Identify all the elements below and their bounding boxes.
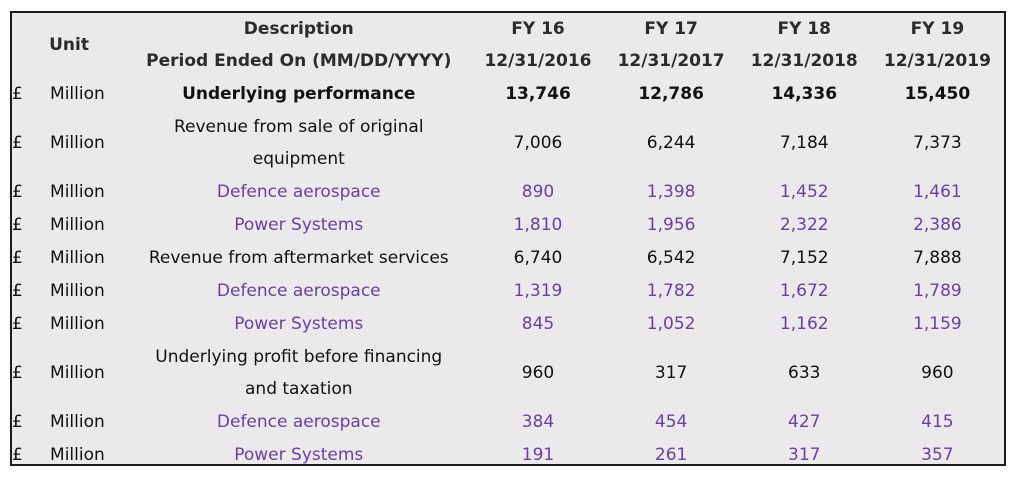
unit-cell: Million: [50, 362, 105, 383]
value-cell: 191: [521, 444, 555, 465]
value-cell: 1,461: [913, 181, 962, 202]
value-cell: 1,782: [646, 280, 696, 301]
table-row: £ Million Underlying profit before finan…: [12, 340, 1004, 405]
description-cell: Defence aerospace: [216, 181, 381, 202]
value-cell: 7,152: [779, 247, 829, 268]
value-cell: 1,452: [779, 181, 829, 202]
description-cell: Defence aerospace: [216, 280, 381, 301]
header-row-2: Period Ended On (MM/DD/YYYY) 12/31/2016 …: [12, 45, 1004, 77]
value-cell: 261: [654, 444, 688, 465]
currency-cell: £: [12, 247, 23, 268]
value-cell: 2,386: [913, 214, 962, 235]
value-cell: 1,810: [513, 214, 563, 235]
currency-cell: £: [12, 214, 23, 235]
table-row: £ Million Power Systems 845 1,052 1,162 …: [12, 307, 1004, 340]
fy-header: FY 19: [910, 19, 965, 39]
value-cell: 7,888: [913, 247, 962, 268]
description-header: Description: [243, 19, 354, 39]
currency-cell: £: [12, 362, 23, 383]
table-header: Unit Description FY 16 FY 17 FY 18 FY 19…: [12, 13, 1004, 77]
unit-cell: Million: [50, 247, 105, 268]
value-cell: 14,336: [771, 83, 838, 104]
value-cell: 415: [921, 411, 954, 432]
value-cell: 15,450: [904, 83, 971, 104]
value-cell: 12,786: [638, 83, 704, 104]
value-cell: 454: [654, 411, 688, 432]
description-cell: Power Systems: [234, 214, 364, 235]
currency-cell: £: [12, 132, 23, 153]
value-cell: 317: [654, 362, 688, 383]
value-cell: 6,542: [646, 247, 696, 268]
description-cell: Underlying profit before financing and t…: [155, 346, 443, 399]
financial-table: Unit Description FY 16 FY 17 FY 18 FY 19…: [12, 13, 1004, 471]
value-cell: 960: [521, 362, 555, 383]
value-cell: 1,159: [913, 313, 962, 334]
unit-cell: Million: [50, 214, 105, 235]
date-header: 12/31/2016: [484, 51, 592, 71]
unit-cell: Million: [50, 280, 105, 301]
value-cell: 1,319: [513, 280, 563, 301]
value-cell: 357: [921, 444, 954, 465]
date-header: 12/31/2018: [750, 51, 858, 71]
value-cell: 890: [521, 181, 555, 202]
fy-header: FY 16: [511, 19, 565, 39]
table-row: £ Million Power Systems 1,810 1,956 2,32…: [12, 208, 1004, 241]
unit-cell: Million: [50, 411, 105, 432]
value-cell: 384: [521, 411, 555, 432]
description-cell: Power Systems: [234, 444, 364, 465]
currency-cell: £: [12, 444, 23, 465]
description-cell: Revenue from aftermarket services: [148, 247, 449, 268]
value-cell: 7,006: [513, 132, 563, 153]
description-cell: Underlying performance: [182, 83, 416, 104]
value-cell: 1,162: [779, 313, 829, 334]
value-cell: 1,398: [646, 181, 696, 202]
value-cell: 427: [788, 411, 821, 432]
table-row: £ Million Defence aerospace 1,319 1,782 …: [12, 274, 1004, 307]
unit-cell: Million: [50, 181, 105, 202]
value-cell: 7,184: [779, 132, 829, 153]
value-cell: 845: [521, 313, 555, 334]
unit-cell: Million: [50, 132, 105, 153]
financial-table-frame: Unit Description FY 16 FY 17 FY 18 FY 19…: [10, 11, 1006, 466]
currency-cell: £: [12, 181, 23, 202]
date-header: 12/31/2019: [883, 51, 991, 71]
value-cell: 1,789: [913, 280, 962, 301]
unit-cell: Million: [50, 444, 105, 465]
value-cell: 633: [788, 362, 821, 383]
value-cell: 1,052: [646, 313, 696, 334]
table-row: £ Million Underlying performance 13,746 …: [12, 77, 1004, 110]
fy-header: FY 17: [644, 19, 698, 39]
value-cell: 960: [921, 362, 954, 383]
value-cell: 6,244: [646, 132, 696, 153]
description-cell: Defence aerospace: [216, 411, 381, 432]
fy-header: FY 18: [777, 19, 832, 39]
value-cell: 7,373: [913, 132, 962, 153]
currency-cell: £: [12, 280, 23, 301]
table-row: £ Million Power Systems 191 261 317 357: [12, 438, 1004, 471]
unit-cell: Million: [50, 83, 105, 104]
table-row: £ Million Revenue from sale of original …: [12, 110, 1004, 175]
currency-cell: £: [12, 411, 23, 432]
table-row: £ Million Defence aerospace 890 1,398 1,…: [12, 175, 1004, 208]
currency-cell: £: [12, 83, 23, 104]
currency-cell: £: [12, 313, 23, 334]
value-cell: 6,740: [513, 247, 563, 268]
description-cell: Revenue from sale of original equipment: [173, 116, 424, 169]
value-cell: 13,746: [505, 83, 571, 104]
value-cell: 2,322: [779, 214, 829, 235]
table-row: £ Million Revenue from aftermarket servi…: [12, 241, 1004, 274]
period-header: Period Ended On (MM/DD/YYYY): [146, 51, 452, 71]
value-cell: 1,672: [779, 280, 829, 301]
value-cell: 1,956: [646, 214, 696, 235]
value-cell: 317: [788, 444, 821, 465]
description-cell: Power Systems: [234, 313, 364, 334]
table-row: £ Million Defence aerospace 384 454 427 …: [12, 405, 1004, 438]
date-header: 12/31/2017: [617, 51, 725, 71]
header-row-1: Unit Description FY 16 FY 17 FY 18 FY 19: [12, 13, 1004, 55]
unit-cell: Million: [50, 313, 105, 334]
table-body: £ Million Underlying performance 13,746 …: [12, 77, 1004, 471]
unit-header: Unit: [49, 35, 89, 55]
